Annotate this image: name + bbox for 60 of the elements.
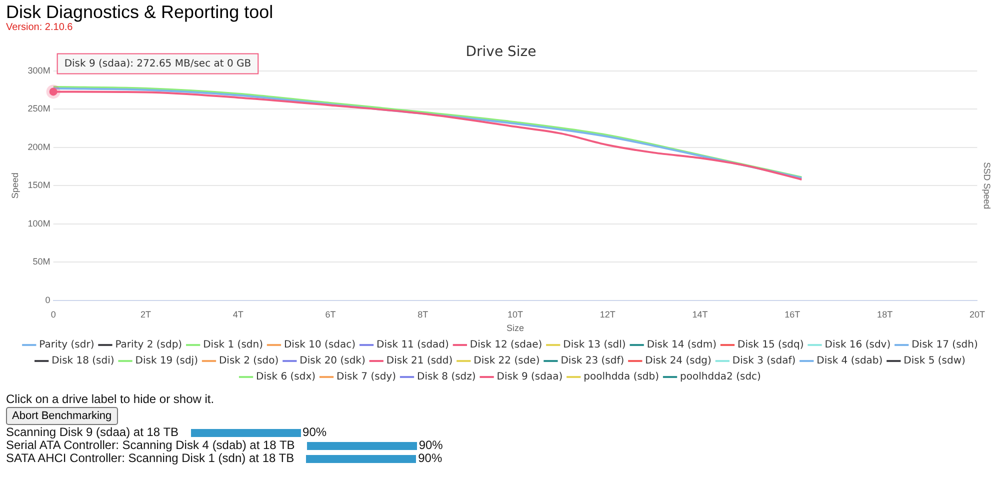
legend-label: Disk 5 (sdw): [904, 356, 966, 367]
legend-label: Disk 2 (sdo): [218, 356, 279, 367]
chart-title: Drive Size: [466, 44, 536, 60]
x-tick-label: 12T: [600, 309, 616, 320]
legend-label: Disk 23 (sdf): [560, 356, 624, 367]
legend-label: Disk 21 (sdd): [386, 356, 453, 367]
y-tick-label: 250M: [28, 104, 50, 114]
legend-label: Disk 22 (sde): [474, 356, 540, 367]
x-tick-label: 18T: [877, 309, 894, 320]
legend-label: Disk 16 (sdv): [824, 340, 891, 351]
y-axis-title: Speed: [10, 172, 20, 199]
legend-label: Disk 8 (sdz): [417, 372, 476, 383]
x-axis-title: Size: [506, 323, 524, 334]
legend-label: Disk 13 (sdl): [563, 340, 626, 351]
y-tick-label: 0: [45, 294, 50, 305]
text: SATA AHCI Controller: Scanning Disk 1 (sdn) at 18 TB: [6, 451, 294, 465]
text: Serial ATA Controller: Scanning Disk 4 (sdab) at 18 TB: [6, 438, 295, 452]
y2-axis-title: SSD Speed: [982, 162, 992, 210]
legend-label: Disk 18 (sdi): [52, 356, 114, 367]
x-tick-label: 6T: [325, 309, 336, 320]
legend-label: Disk 24 (sdg): [645, 356, 712, 367]
legend-label: poolhdda (sdb): [584, 372, 660, 383]
x-tick-label: 10T: [508, 309, 524, 320]
legend-label: Disk 11 (sdad): [376, 340, 450, 351]
legend-label: Disk 9 (sdaa): [496, 372, 563, 383]
y-tick-label: 100M: [28, 218, 50, 228]
legend-label: Disk 20 (sdk): [300, 356, 366, 367]
annotation: Disk 9 (sdaa): 272.65 MB/sec at 0 GB: [64, 58, 252, 70]
y-tick-label: 300M: [28, 65, 50, 76]
text: 90%: [418, 438, 443, 452]
text: 90%: [418, 451, 442, 465]
legend-label: Disk 3 (sdaf): [732, 356, 796, 367]
x-tick-label: 2T: [140, 309, 152, 320]
legend-label: Parity 2 (sdp): [115, 340, 182, 351]
x-tick-label: 14T: [692, 309, 708, 320]
text: Version: 2.10.6: [6, 22, 73, 33]
abort-button: Abort Benchmarking: [6, 407, 118, 425]
legend-label: Disk 12 (sdae): [470, 340, 542, 351]
legend-label: Disk 4 (sdab): [816, 356, 883, 367]
text: 90%: [302, 425, 327, 439]
legend-label: Disk 15 (sdq): [737, 340, 804, 351]
text: Scanning Disk 9 (sdaa) at 18 TB: [6, 425, 179, 439]
text: Disk Diagnostics & Reporting tool: [6, 2, 274, 22]
legend-label: Disk 17 (sdh): [912, 340, 978, 351]
legend-label: Disk 6 (sdx): [256, 372, 316, 383]
legend-label: Parity (sdr): [39, 340, 94, 351]
x-tick-label: 20T: [969, 309, 986, 320]
legend-label: Disk 19 (sdj): [135, 356, 198, 367]
x-tick-label: 8T: [418, 309, 429, 320]
y-tick-label: 200M: [28, 142, 50, 152]
x-tick-label: 4T: [232, 309, 244, 320]
y-tick-label: 150M: [28, 180, 50, 190]
y-tick-label: 50M: [32, 256, 50, 267]
legend-label: Disk 1 (sdn): [203, 340, 264, 351]
legend-label: Disk 10 (sdac): [284, 340, 356, 351]
legend-label: Disk 14 (sdm): [646, 340, 717, 351]
x-tick-label: 16T: [784, 309, 801, 320]
legend-label: Disk 7 (sdy): [336, 372, 396, 383]
legend-label: poolhdda2 (sdc): [680, 372, 762, 383]
text: Click on a drive label to hide or show it.: [6, 392, 216, 406]
